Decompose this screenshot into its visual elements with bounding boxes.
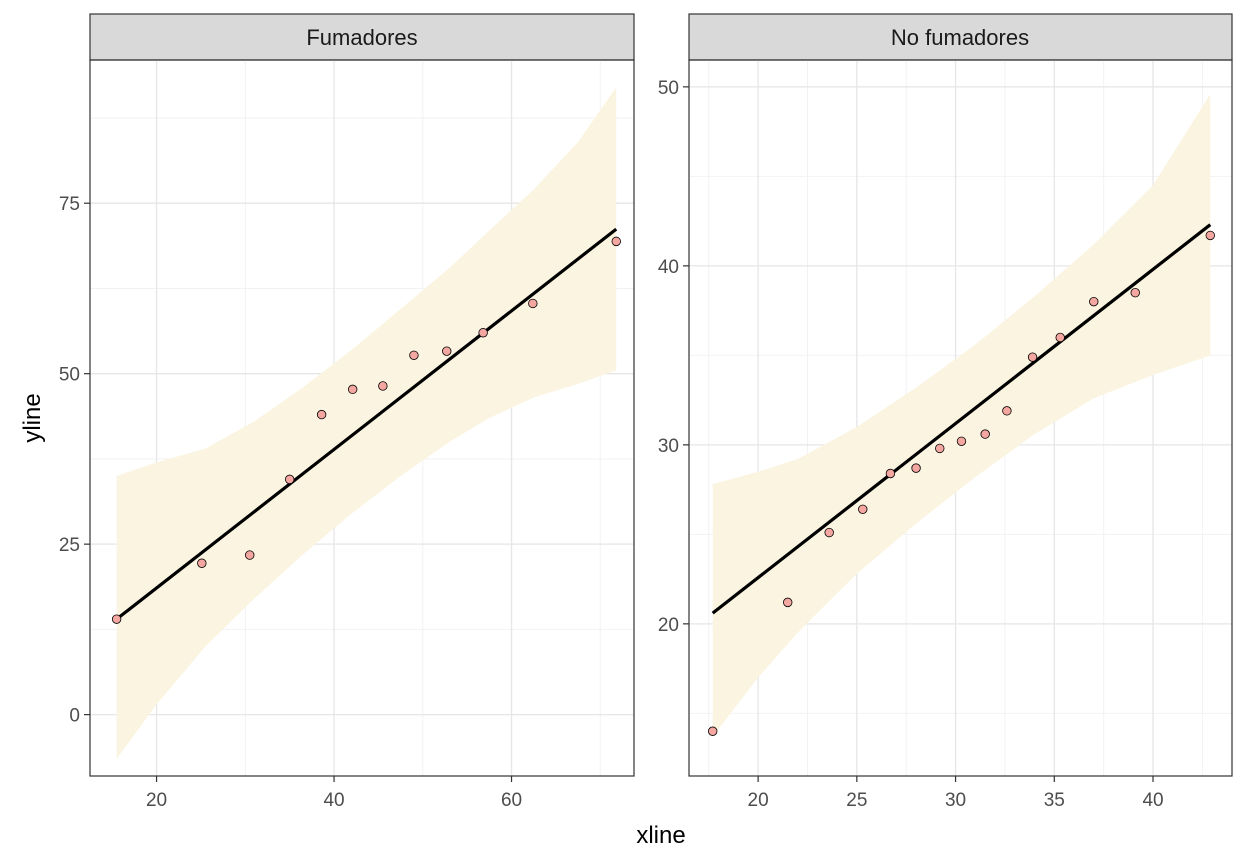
data-point [409,350,419,360]
data-point [111,614,122,624]
y-tick-label: 75 [59,194,80,215]
data-point [1205,230,1215,241]
x-tick-label: 40 [1142,790,1163,811]
fit-line [115,227,618,621]
data-point [284,474,295,485]
confidence-ribbon [712,94,1211,737]
fit-line [711,223,1212,615]
data-point [197,558,207,568]
x-axis-ticks: 20 40 60 [146,776,522,811]
x-tick-label: 25 [846,790,867,811]
data-point [824,527,834,538]
y-tick-label: 30 [658,436,679,457]
data-point [935,443,945,454]
data-point [245,550,255,560]
data-point [316,409,327,420]
x-tick-label: 20 [748,790,769,811]
data-point [442,346,452,356]
data-point [885,468,896,479]
data-point [956,436,967,446]
data-point [378,381,388,391]
y-axis-ticks: 20 30 40 50 [658,78,689,636]
regression-line [115,227,618,621]
panel-border [688,59,1233,777]
x-tick-label: 35 [1044,790,1065,811]
x-axis-title: xline [636,822,685,849]
panel-strip-background [688,13,1233,61]
data-point [707,726,718,736]
data-point [1002,406,1012,416]
y-tick-label: 25 [59,535,80,556]
regression-line [711,223,1212,615]
y-axis-ticks: 0 25 50 75 [59,194,90,727]
panel-no-fumadores: No fumadores 20 25 30 35 40 20 30 40 50 [658,13,1233,811]
data-point [611,236,621,247]
data-point [980,429,990,439]
y-tick-label: 0 [69,706,80,727]
y-axis-title: yline [19,393,46,442]
data-point [528,298,538,309]
data-points [111,236,621,624]
x-tick-label: 30 [945,790,966,811]
data-point [858,504,868,514]
y-tick-label: 50 [59,365,80,386]
data-points [707,230,1215,736]
x-tick-label: 20 [146,790,167,811]
panel-strip-label: Fumadores [306,25,417,50]
y-tick-label: 50 [658,78,679,99]
data-point [1130,288,1140,298]
data-point [478,328,488,338]
panel-strip-label: No fumadores [891,25,1029,50]
grid-lines [90,60,634,776]
confidence-band [712,94,1211,737]
data-point [1055,332,1065,343]
x-tick-label: 60 [501,790,522,811]
data-point [783,597,793,608]
y-tick-label: 40 [658,257,679,278]
data-point [911,463,921,473]
panel-strip-background [89,13,635,61]
y-tick-label: 20 [658,615,679,636]
x-tick-label: 40 [323,790,344,811]
x-axis-ticks: 20 25 30 35 40 [748,776,1164,811]
data-point [1027,352,1038,362]
data-point [1089,296,1099,307]
panel-border [89,59,635,777]
panel-fumadores: Fumadores 20 40 60 0 25 50 75 [59,13,635,811]
data-point [347,384,358,395]
